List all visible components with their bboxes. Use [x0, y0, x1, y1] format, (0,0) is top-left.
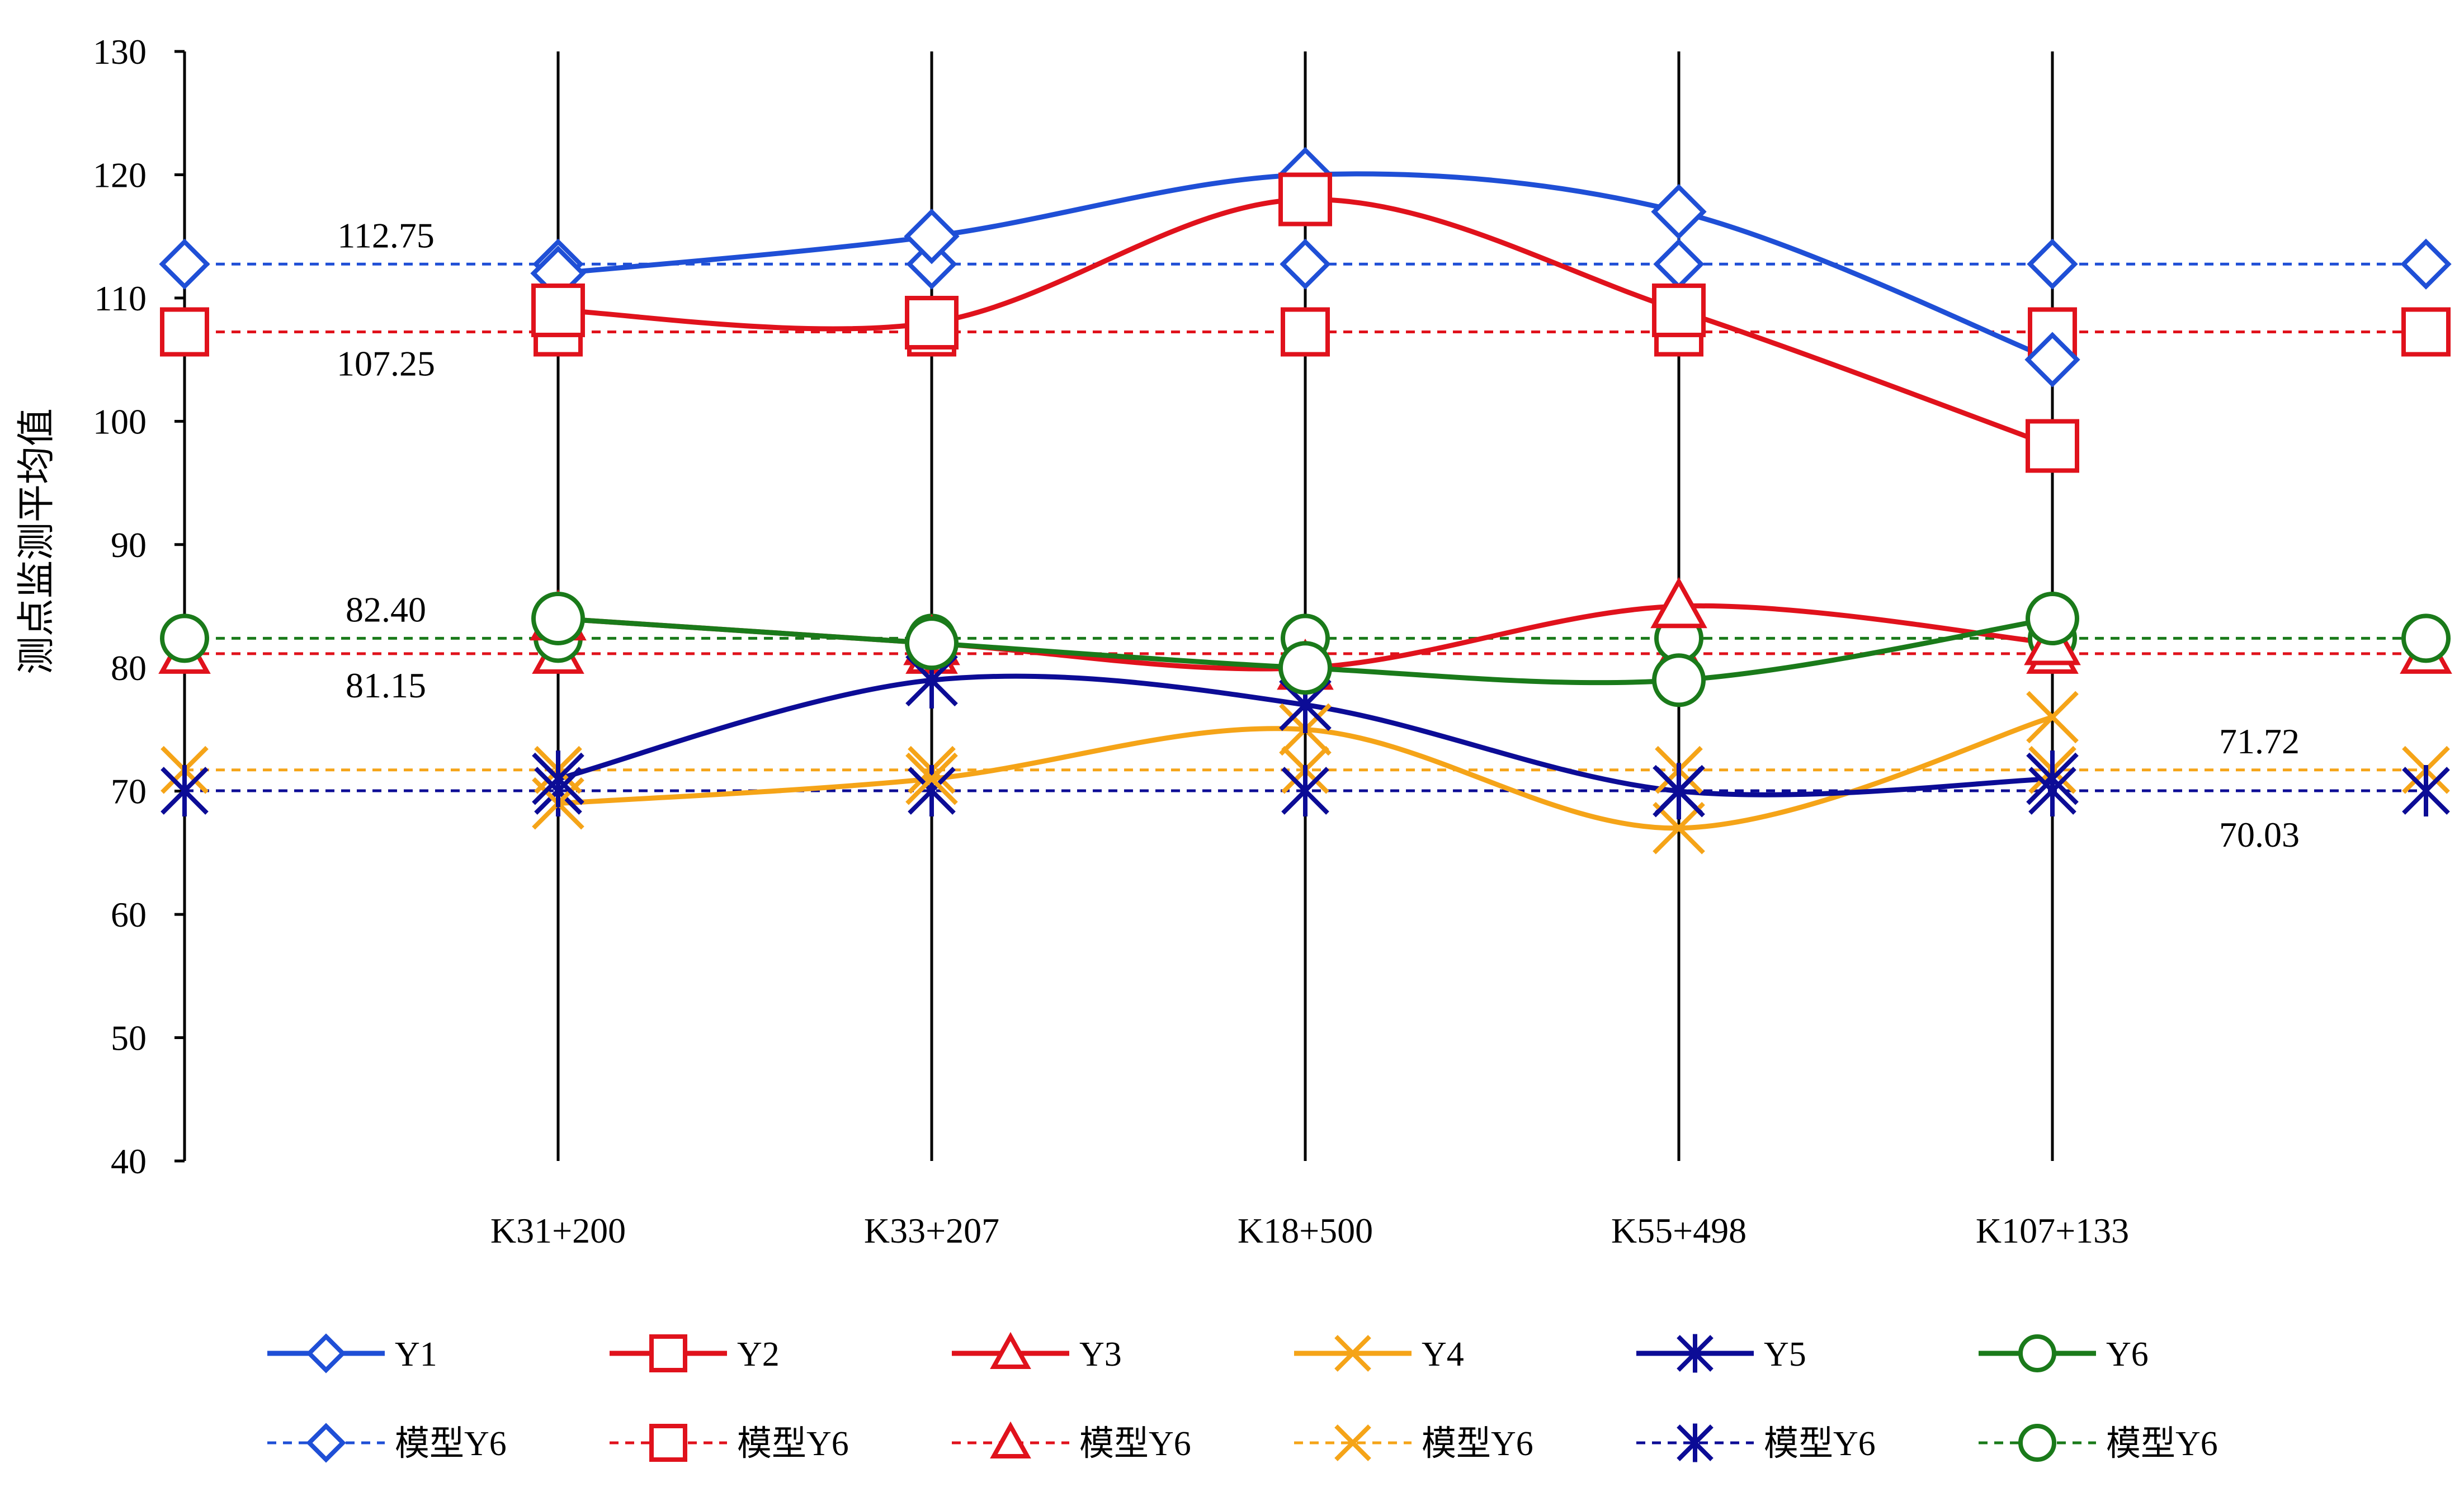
x-tick-labels: K31+200 K33+207 K18+500 K55+498 K107+133 — [490, 1211, 2129, 1250]
legend-marker — [2018, 1424, 2056, 1462]
legend-marker — [1677, 1423, 1714, 1462]
legend-marker — [306, 1423, 346, 1463]
legend-marker — [1334, 1335, 1371, 1372]
legend-item: Y1 — [267, 1333, 437, 1373]
model-marker — [161, 765, 209, 817]
data-point — [1653, 801, 1705, 855]
y-tick-label: 100 — [93, 402, 147, 441]
model-marker — [1653, 238, 1705, 290]
model-value-label: 107.25 — [337, 344, 435, 384]
x-tick-label: K31+200 — [490, 1211, 626, 1250]
legend-label: Y4 — [1422, 1335, 1464, 1373]
model-marker — [1280, 238, 1331, 290]
model-marker — [2401, 613, 2451, 663]
model-value-label: 70.03 — [2219, 815, 2300, 855]
data-point — [2026, 592, 2079, 646]
model-marker — [1281, 307, 1330, 357]
data-point — [1653, 763, 1705, 820]
value-labels: 112.75 107.25 81.15 71.72 70.03 82.40 — [337, 215, 2300, 855]
data-point — [2026, 750, 2079, 808]
model-value-label: 71.72 — [2219, 721, 2300, 761]
data-point — [2026, 419, 2079, 473]
legend-marker — [990, 1332, 1031, 1369]
model-marker — [2400, 238, 2452, 290]
legend-label: Y1 — [395, 1335, 437, 1373]
legend-item: 模型Y6 — [267, 1423, 507, 1463]
y-tick-label: 60 — [111, 895, 147, 934]
data-point — [1651, 183, 1707, 240]
y-tick-label: 90 — [111, 525, 147, 565]
data-point — [2026, 691, 2079, 744]
y-tick-label: 50 — [111, 1018, 147, 1058]
legend-item: 模型Y6 — [952, 1421, 1191, 1463]
legend-item: Y5 — [1636, 1334, 1806, 1373]
legend-item: Y3 — [952, 1332, 1122, 1373]
legend: Y1 Y2 Y3 Y4 Y5 Y6 模型Y6 模型Y6 模型Y6 模型Y6 模型Y6 模型Y6 — [267, 1332, 2218, 1463]
model-marker — [160, 307, 209, 357]
y-tick-label: 80 — [111, 648, 147, 688]
legend-marker — [649, 1424, 687, 1462]
data-point — [905, 616, 959, 671]
x-tick-label: K55+498 — [1611, 1211, 1746, 1250]
data-point — [1652, 283, 1706, 337]
data-point — [904, 209, 960, 265]
y-tick-label: 70 — [111, 772, 147, 811]
data-point — [1652, 653, 1706, 707]
y-tick-label: 110 — [94, 278, 147, 318]
model-marker — [2402, 765, 2450, 817]
markers — [158, 147, 2452, 855]
model-value-label: 112.75 — [337, 215, 435, 255]
legend-marker — [649, 1334, 687, 1372]
legend-label: 模型Y6 — [737, 1425, 849, 1463]
legend-label: 模型Y6 — [1764, 1425, 1876, 1463]
data-point — [1650, 577, 1707, 629]
model-marker — [908, 765, 956, 817]
model-value-label: 81.15 — [346, 665, 426, 705]
data-point — [531, 592, 585, 646]
data-point — [2024, 332, 2080, 388]
legend-item: 模型Y6 — [1294, 1424, 1533, 1463]
x-tick-label: K33+207 — [864, 1211, 999, 1250]
legend-label: Y6 — [2106, 1335, 2149, 1373]
model-marker — [2401, 307, 2451, 357]
legend-item: Y4 — [1294, 1335, 1464, 1373]
data-point — [532, 750, 584, 808]
data-point — [531, 283, 585, 337]
legend-label: Y2 — [737, 1335, 780, 1373]
data-point — [1278, 172, 1332, 226]
legend-marker — [306, 1333, 346, 1373]
data-point — [905, 295, 959, 350]
model-marker — [1281, 765, 1329, 817]
legend-item: Y6 — [1979, 1334, 2149, 1373]
legend-marker — [1677, 1334, 1714, 1373]
y-axis: 40 50 60 70 80 90 100 110 120 130 — [93, 32, 186, 1181]
legend-label: 模型Y6 — [1079, 1425, 1191, 1463]
legend-item: 模型Y6 — [610, 1424, 849, 1463]
legend-label: 模型Y6 — [2106, 1425, 2218, 1463]
x-tick-label: K18+500 — [1238, 1211, 1373, 1250]
data-point — [1278, 641, 1332, 695]
y-tick-label: 120 — [93, 155, 147, 195]
y-tick-label: 40 — [111, 1141, 147, 1181]
legend-label: Y5 — [1764, 1335, 1806, 1373]
x-tick-label: K107+133 — [1976, 1211, 2129, 1250]
model-marker — [2027, 238, 2078, 290]
legend-label: 模型Y6 — [395, 1425, 507, 1463]
legend-marker — [1334, 1424, 1371, 1461]
model-marker — [160, 613, 209, 663]
legend-label: Y3 — [1079, 1335, 1122, 1373]
legend-label: 模型Y6 — [1422, 1425, 1533, 1463]
legend-marker — [2018, 1334, 2056, 1372]
y-tick-label: 130 — [93, 32, 147, 72]
model-marker — [159, 238, 210, 290]
y-axis-label: 测点监测平均值 — [15, 408, 59, 674]
data-point — [905, 752, 958, 805]
legend-item: 模型Y6 — [1636, 1423, 1876, 1463]
legend-marker — [990, 1421, 1031, 1458]
model-value-label: 82.40 — [346, 589, 426, 629]
legend-item: Y2 — [610, 1334, 780, 1373]
legend-item: 模型Y6 — [1979, 1424, 2218, 1463]
